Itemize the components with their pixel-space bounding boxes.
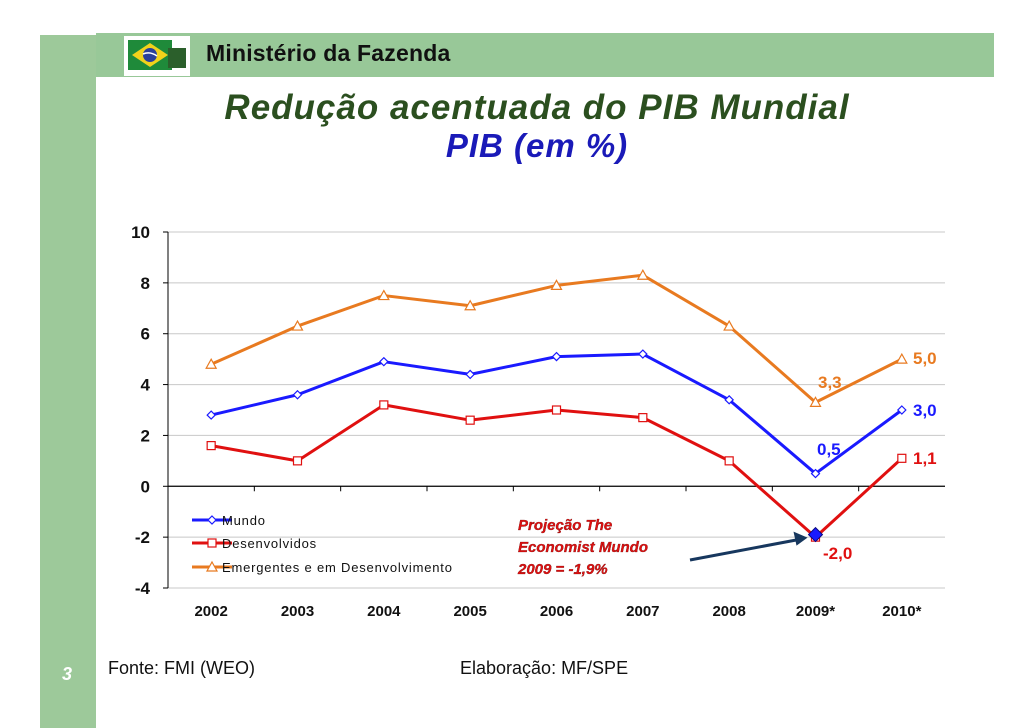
projection-marker <box>807 526 824 543</box>
data-point <box>291 319 304 331</box>
legend-marker <box>207 515 217 525</box>
data-point <box>809 396 822 407</box>
y-tick-label: 4 <box>141 376 151 395</box>
y-tick-label: 6 <box>141 325 150 344</box>
data-point <box>292 456 303 466</box>
y-tick-label: -2 <box>135 528 150 547</box>
data-point <box>636 268 649 280</box>
y-tick-label: 0 <box>141 477 150 496</box>
projection-note: Economist Mundo <box>518 539 648 556</box>
data-point <box>205 357 218 369</box>
left-sidebar-band <box>40 35 96 728</box>
data-label: 5,0 <box>913 349 937 368</box>
source-note: Fonte: FMI (WEO) <box>108 658 256 678</box>
data-point <box>550 279 563 290</box>
data-point <box>465 415 475 425</box>
x-tick-label: 2003 <box>281 603 314 620</box>
data-label: 1,1 <box>913 449 937 468</box>
x-tick-label: 2005 <box>453 603 486 620</box>
y-tick-label: -4 <box>135 579 151 598</box>
ministry-name: Ministério da Fazenda <box>206 40 451 66</box>
data-point <box>724 394 735 405</box>
data-label: 0,5 <box>817 440 841 459</box>
data-point <box>724 456 734 466</box>
x-tick-label: 2006 <box>540 603 573 620</box>
data-point <box>897 453 907 463</box>
data-point <box>292 389 303 400</box>
data-point <box>637 349 648 359</box>
series-line-triangle <box>210 273 903 404</box>
legend-marker <box>207 538 217 548</box>
data-point <box>895 352 908 364</box>
data-point <box>465 369 476 380</box>
data-label: -2,0 <box>823 544 852 563</box>
legend-label: Emergentes e em Desenvolvimento <box>222 560 453 575</box>
data-point <box>810 468 821 479</box>
data-point <box>551 351 562 362</box>
projection-note: Projeção The <box>518 517 612 534</box>
projection-note: 2009 = -1,9% <box>517 561 608 578</box>
data-point <box>206 410 217 420</box>
data-point <box>551 405 562 415</box>
y-tick-label: 10 <box>131 223 150 242</box>
projection-arrow <box>689 537 804 562</box>
data-point <box>638 413 648 423</box>
brazil-flag-logo <box>124 36 190 76</box>
legend-marker <box>205 560 219 572</box>
x-tick-label: 2007 <box>626 603 659 620</box>
y-tick-label: 2 <box>141 426 150 445</box>
data-point <box>377 289 390 301</box>
slide-title: Redução acentuada do PIB Mundial <box>224 88 850 127</box>
legend-label: Desenvolvidos <box>222 536 317 551</box>
projection-arrow-head <box>793 531 808 546</box>
x-tick-label: 2004 <box>367 603 401 620</box>
x-tick-label: 2002 <box>194 603 227 620</box>
data-point <box>379 400 389 410</box>
y-tick-label: 8 <box>141 274 150 293</box>
header-bar <box>96 33 994 77</box>
slide-subtitle: PIB (em %) <box>445 127 629 164</box>
data-point <box>896 405 907 415</box>
x-tick-label: 2010* <box>882 603 921 620</box>
legend-label: Mundo <box>222 513 266 528</box>
data-point <box>378 356 389 367</box>
page-number: 3 <box>62 664 73 684</box>
data-label: 3,0 <box>913 401 937 420</box>
data-label: 3,3 <box>818 373 842 392</box>
elaboration-note: Elaboração: MF/SPE <box>460 658 629 678</box>
x-tick-label: 2008 <box>712 603 745 620</box>
x-tick-label: 2009* <box>796 603 835 620</box>
data-point <box>206 441 216 451</box>
data-point <box>464 299 477 311</box>
data-point <box>723 319 736 331</box>
